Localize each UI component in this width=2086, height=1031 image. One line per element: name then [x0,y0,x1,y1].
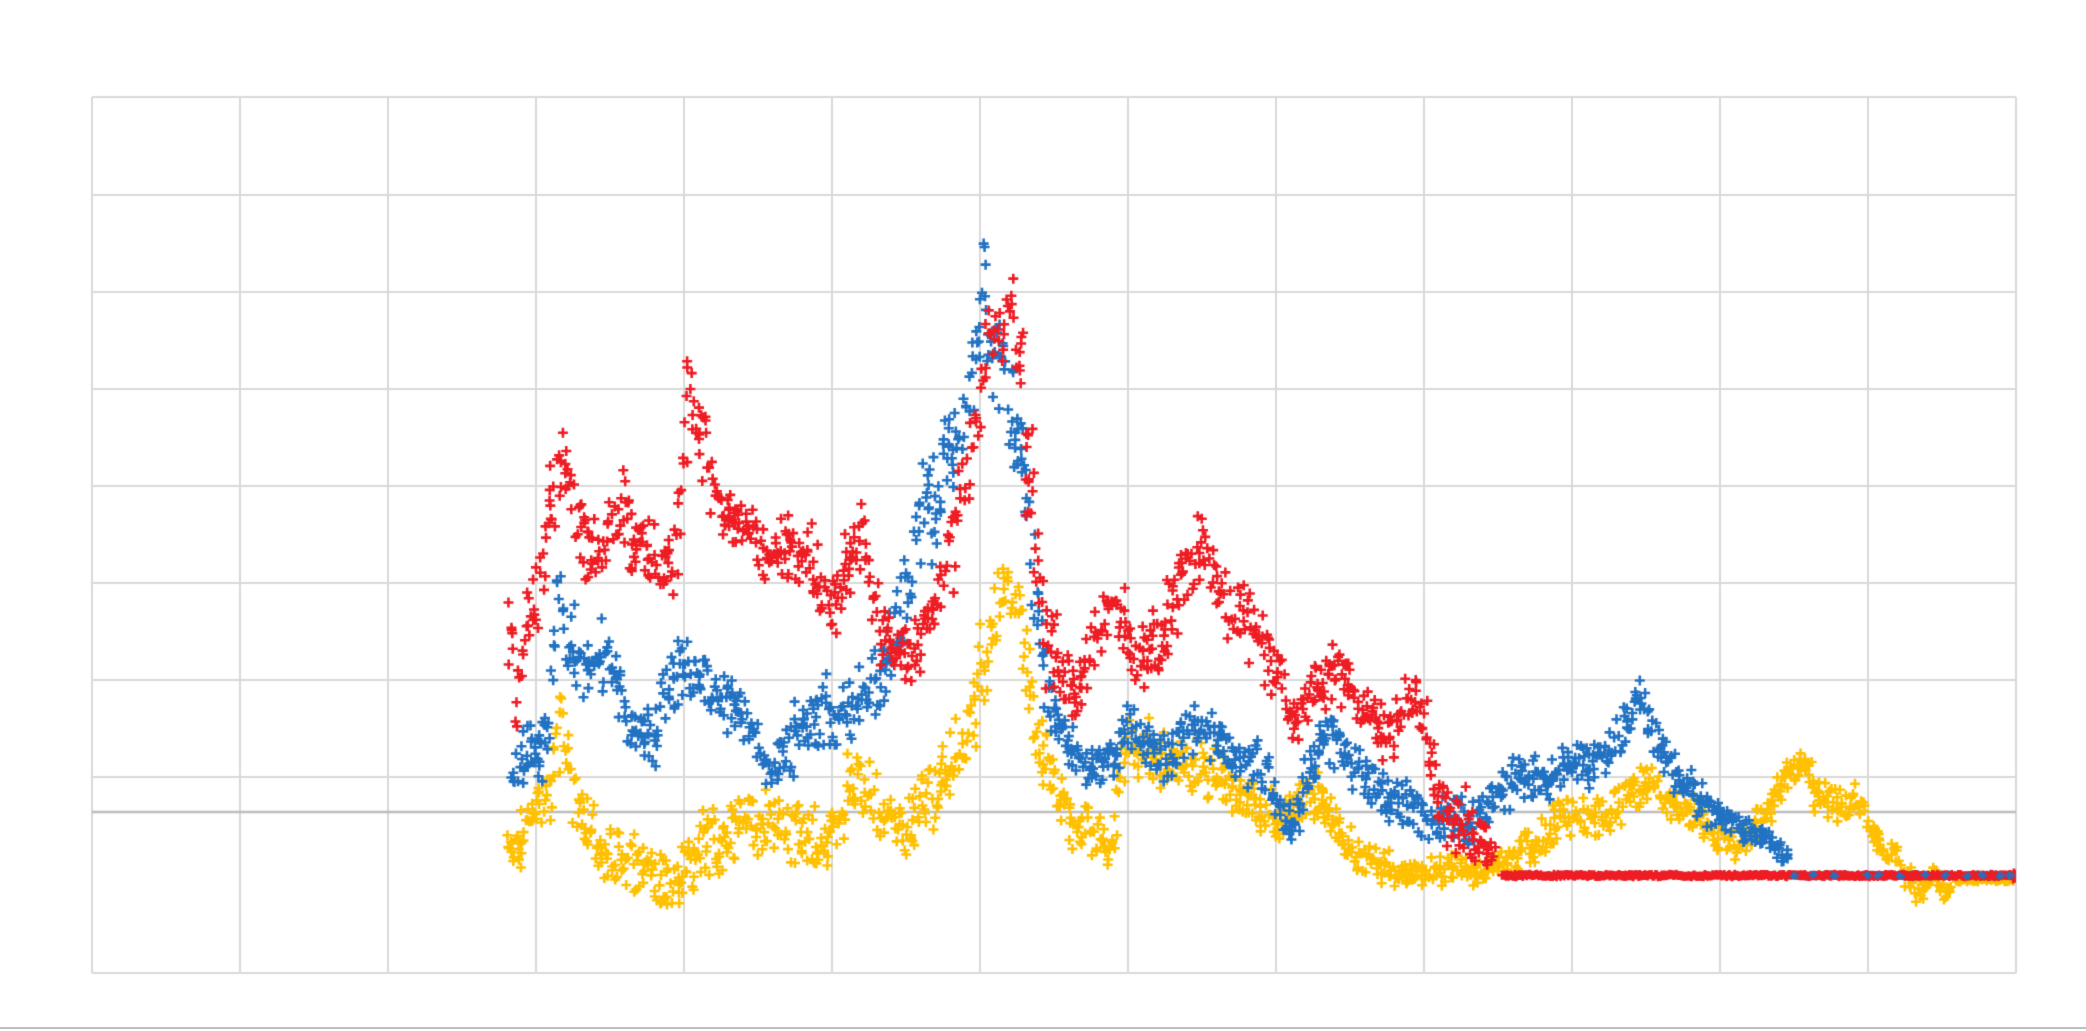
sheet-gridline [0,1027,2086,1029]
